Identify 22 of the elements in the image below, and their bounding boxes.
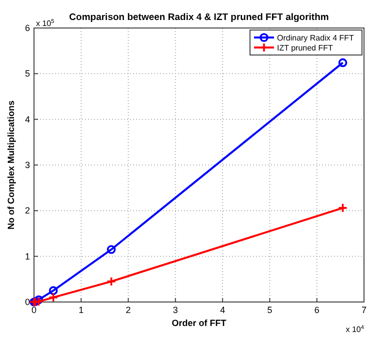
- y-tick-label: 2: [24, 206, 30, 216]
- chart-title: Comparison between Radix 4 & IZT pruned FFT algorithm: [69, 12, 329, 23]
- x-tick-label: 0: [31, 305, 37, 315]
- legend-label: IZT pruned FFT: [277, 44, 333, 52]
- x-tick-label: 1: [78, 305, 84, 315]
- y-tick-label: 1: [24, 251, 30, 262]
- x-tick-label: 7: [361, 305, 367, 315]
- text: x 10$^{4}$: [346, 325, 364, 334]
- y-tick-label: 0: [24, 297, 30, 307]
- y-tick-label: 4: [24, 114, 30, 124]
- x-axis-title: Order of FFT: [172, 318, 227, 328]
- x-tick-label: 5: [267, 305, 272, 315]
- y-axis-title: No of Complex Multiplications: [6, 100, 16, 230]
- x-tick-label: 4: [220, 305, 226, 315]
- y-tick-label: 5: [24, 68, 30, 79]
- y-tick-label: 6: [24, 23, 30, 33]
- annotation: x 10$^{5}$: [36, 19, 54, 28]
- x-tick-label: 6: [314, 305, 320, 315]
- x-tick-label: 2: [126, 305, 131, 315]
- x-tick-label: 3: [172, 305, 178, 315]
- legend-label: Ordinary Radix 4 FFT: [277, 34, 354, 42]
- y-tick-label: 3: [24, 160, 30, 170]
